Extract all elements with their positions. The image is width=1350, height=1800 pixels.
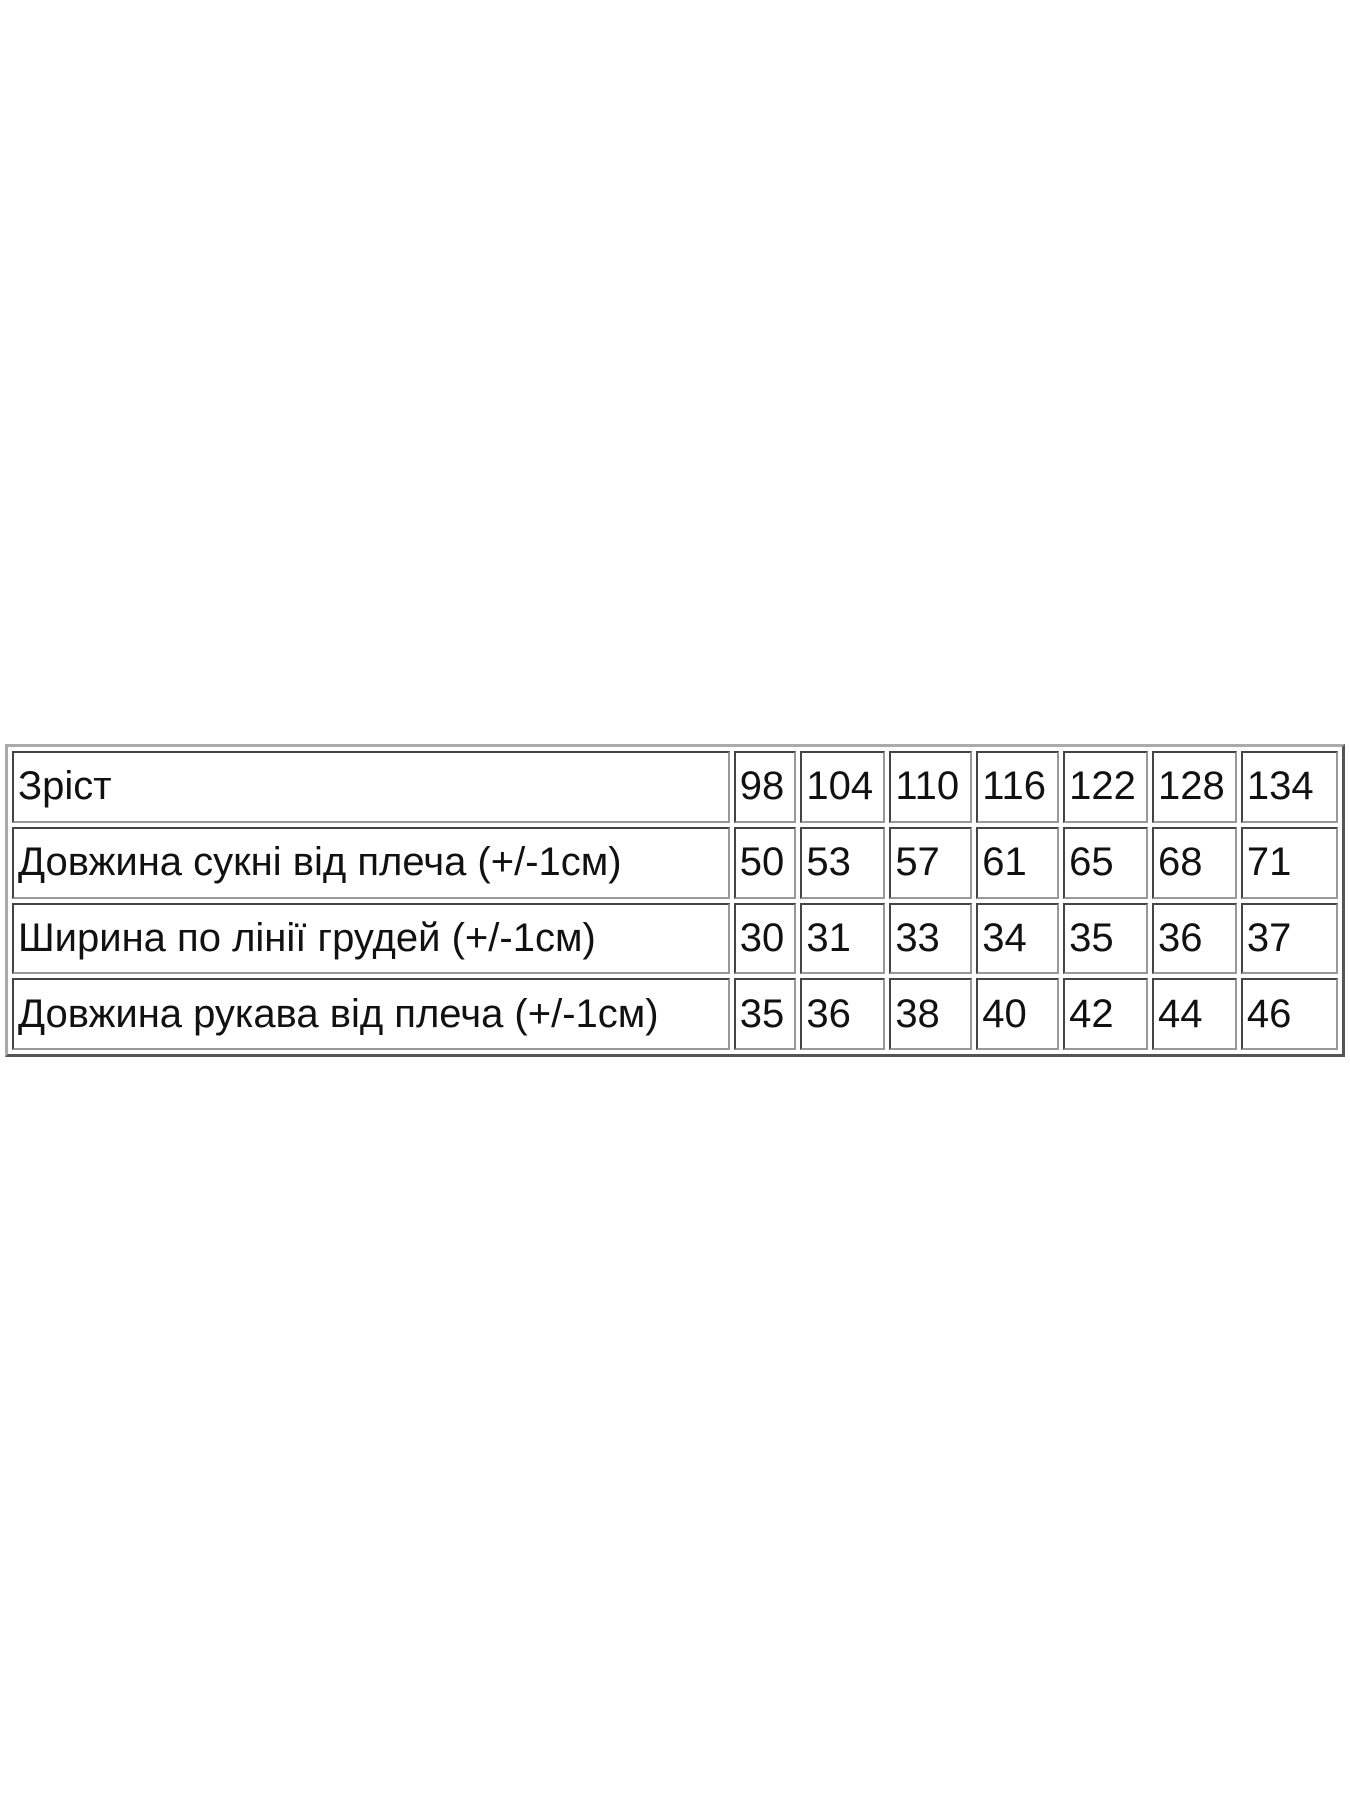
size-value: 40 xyxy=(976,978,1060,1050)
row-label: Зріст xyxy=(12,751,730,823)
table-row: Зріст 98 104 110 116 122 128 134 xyxy=(12,751,1338,823)
size-value: 36 xyxy=(800,978,886,1050)
size-value: 36 xyxy=(1152,902,1237,975)
size-value: 37 xyxy=(1240,902,1338,975)
size-value: 134 xyxy=(1240,751,1338,823)
row-label: Довжина сукні від плеча (+/-1см) xyxy=(12,826,730,899)
size-value: 57 xyxy=(889,826,973,899)
row-label: Ширина по лінії грудей (+/-1см) xyxy=(12,902,730,975)
table-row: Довжина рукава від плеча (+/-1см) 35 36 38 4… xyxy=(12,978,1338,1050)
size-value: 68 xyxy=(1152,826,1237,899)
table-row: Ширина по лінії грудей (+/-1см) 30 31 33 34 3… xyxy=(12,902,1338,975)
size-value: 128 xyxy=(1152,751,1237,823)
size-value: 50 xyxy=(733,826,797,899)
size-table: Зріст 98 104 110 116 122 128 134 Довжина сукні в… xyxy=(5,744,1345,1057)
size-value: 30 xyxy=(733,902,797,975)
size-value: 46 xyxy=(1240,978,1338,1050)
size-value: 71 xyxy=(1240,826,1338,899)
table-row: Довжина сукні від плеча (+/-1см) 50 53 57 61… xyxy=(12,826,1338,899)
size-value: 38 xyxy=(889,978,973,1050)
size-value: 44 xyxy=(1152,978,1237,1050)
size-value: 110 xyxy=(889,751,973,823)
size-value: 65 xyxy=(1063,826,1148,899)
size-value: 31 xyxy=(800,902,886,975)
size-value: 35 xyxy=(1063,902,1148,975)
size-value: 116 xyxy=(976,751,1060,823)
size-value: 122 xyxy=(1063,751,1148,823)
size-value: 104 xyxy=(800,751,886,823)
size-value: 33 xyxy=(889,902,973,975)
size-value: 61 xyxy=(976,826,1060,899)
size-value: 42 xyxy=(1063,978,1148,1050)
size-value: 98 xyxy=(733,751,797,823)
size-value: 53 xyxy=(800,826,886,899)
size-value: 35 xyxy=(733,978,797,1050)
size-value: 34 xyxy=(976,902,1060,975)
row-label: Довжина рукава від плеча (+/-1см) xyxy=(12,978,730,1050)
